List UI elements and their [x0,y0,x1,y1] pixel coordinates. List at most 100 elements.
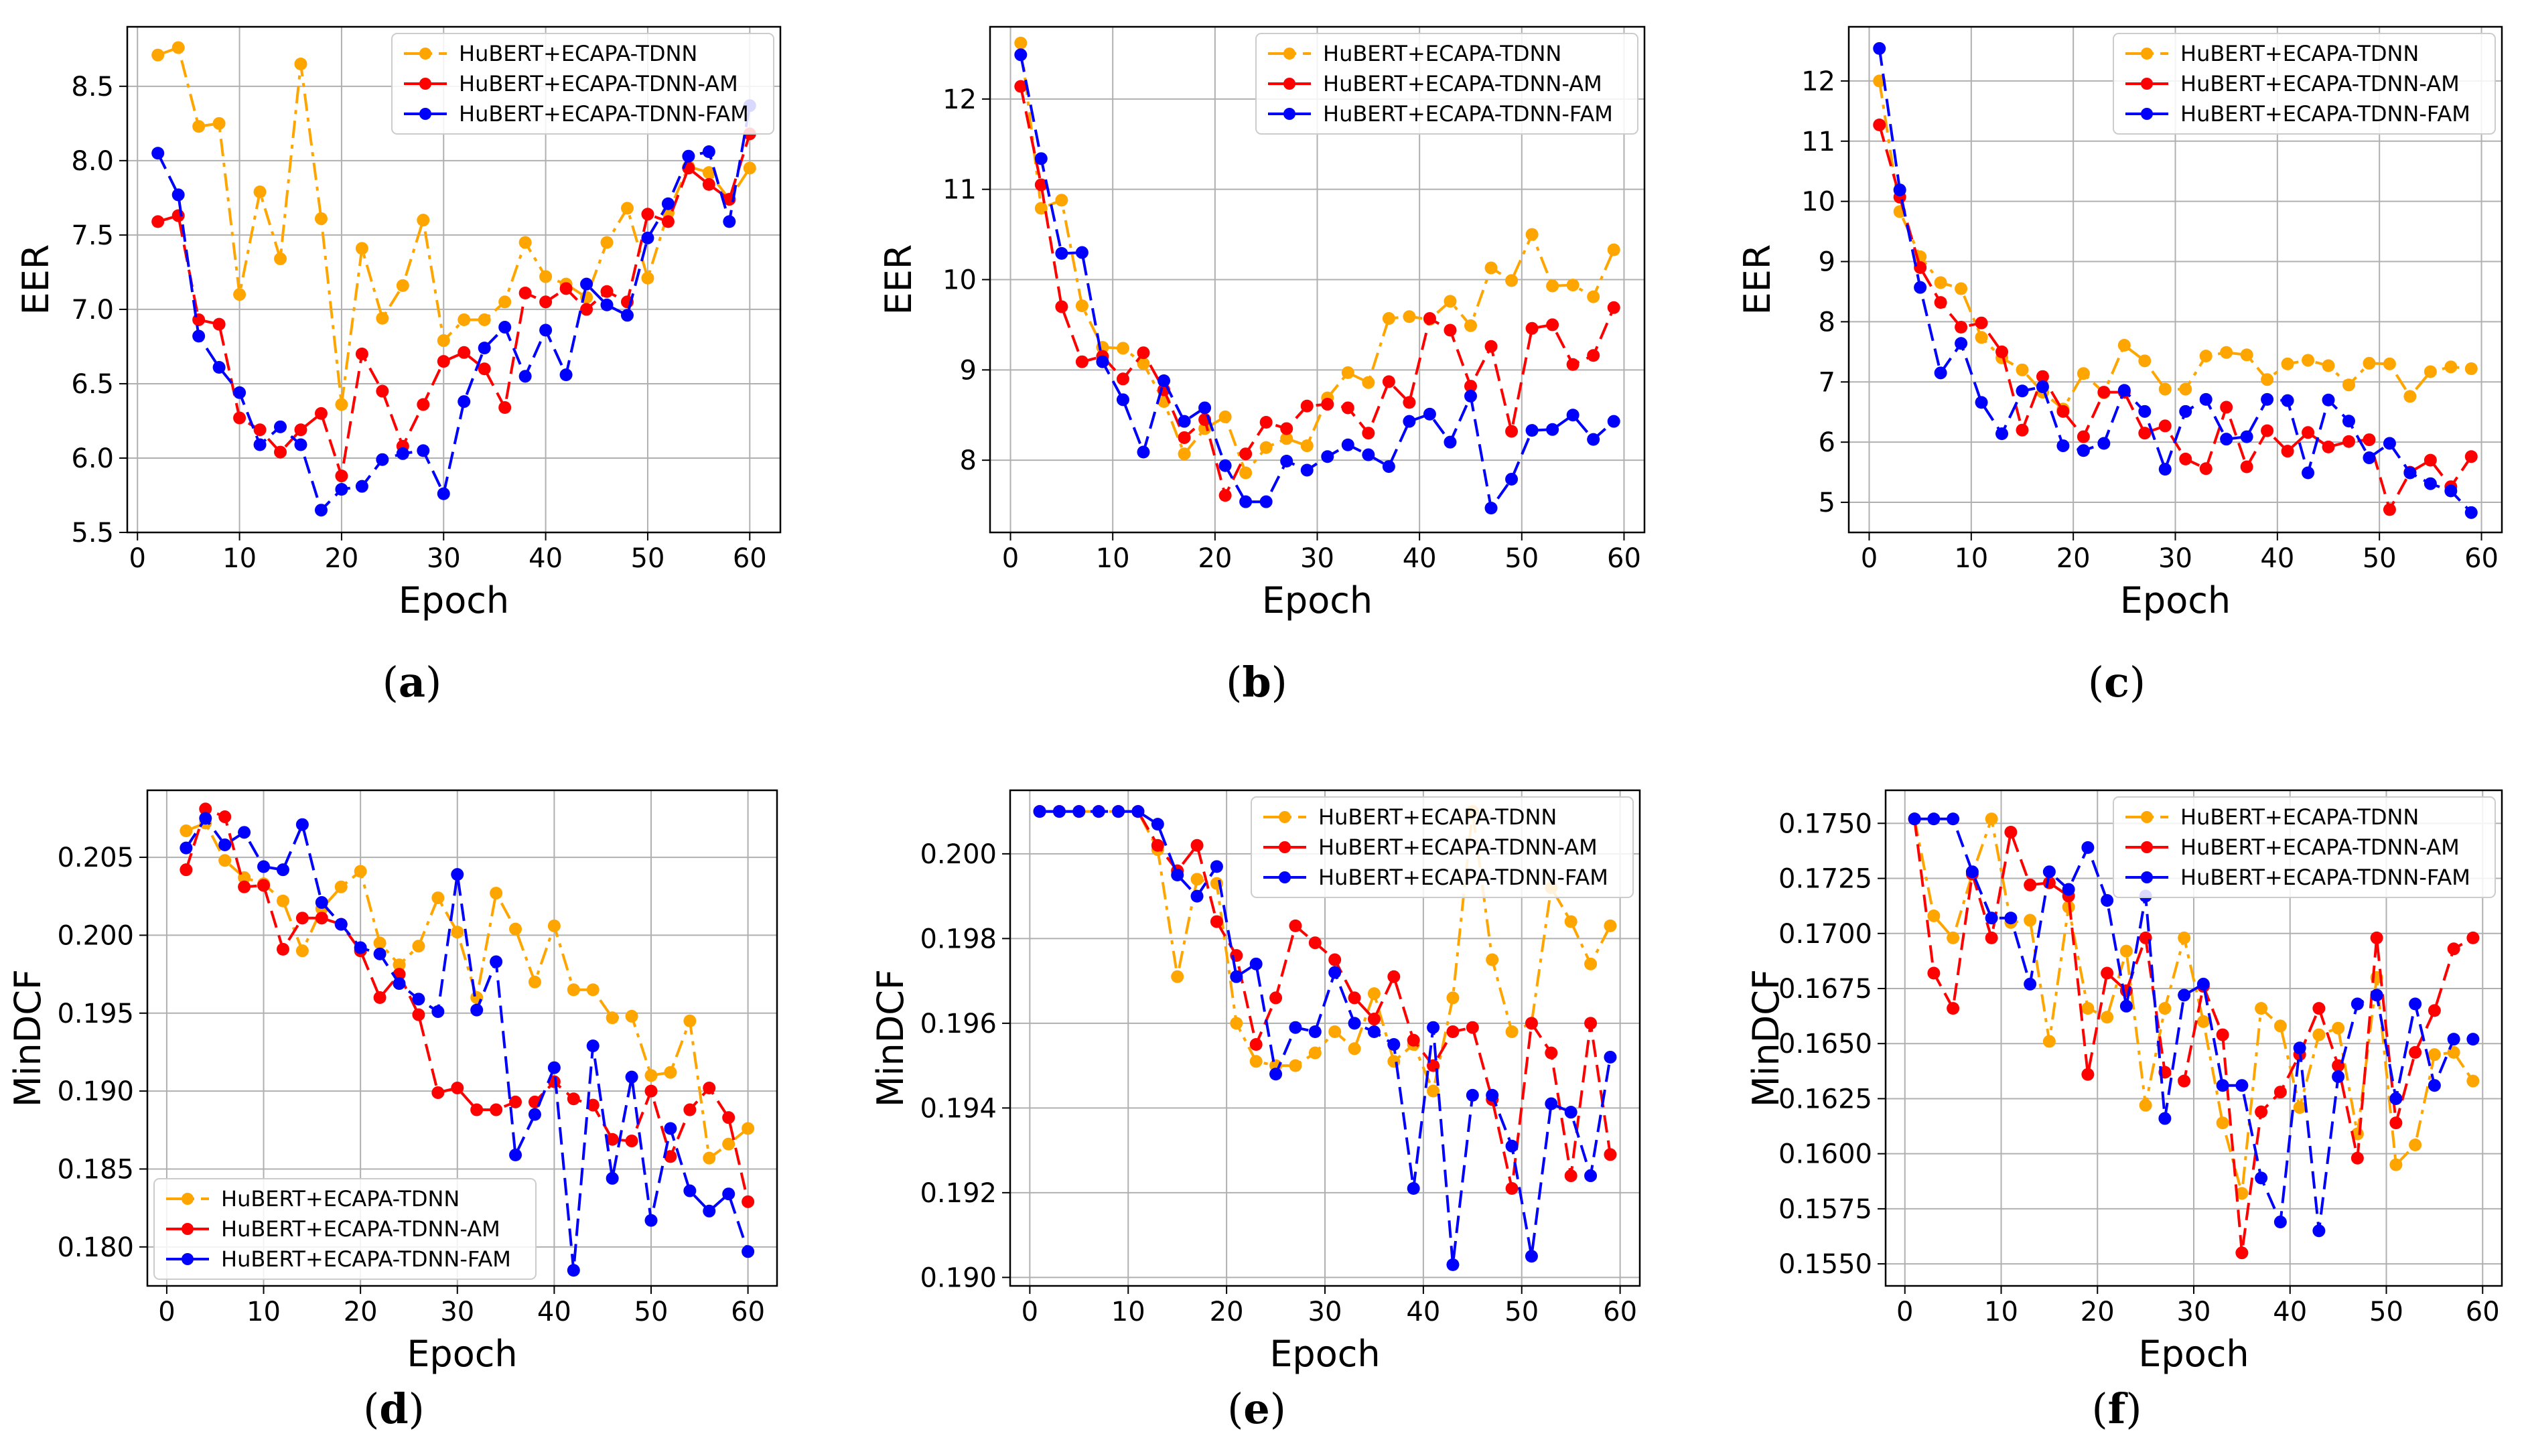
legend-entry-label: HuBERT+ECAPA-TDNN-FAM [1323,101,1613,127]
x-tick-label: 10 [1111,1297,1145,1327]
legend-entry-label: HuBERT+ECAPA-TDNN-AM [2180,71,2460,96]
y-tick-label: 7.5 [71,220,114,251]
data-point [2117,338,2131,352]
x-tick-label: 60 [1603,1297,1637,1327]
data-point [2220,401,2233,414]
data-point [2261,373,2274,386]
data-point [2077,367,2090,380]
data-point [335,398,348,411]
legend-entry-label: HuBERT+ECAPA-TDNN-AM [1318,834,1598,860]
y-tick-label: 0.190 [920,1262,997,1293]
data-point [2370,989,2383,1002]
data-point [2196,1015,2210,1028]
data-point [2312,1002,2326,1015]
data-point [644,1069,658,1082]
x-tick-label: 60 [1607,543,1641,574]
data-point [509,1149,522,1162]
data-point [600,236,614,249]
data-point [1096,355,1109,368]
data-point [625,1009,638,1023]
data-point [2036,370,2049,383]
data-point [2042,1035,2056,1048]
x-tick-label: 10 [247,1297,281,1327]
data-point [180,841,193,855]
data-point [2409,1045,2422,1059]
data-point [2077,430,2090,443]
data-point [238,880,251,893]
y-tick-label: 0.185 [57,1154,134,1185]
x-tick-label: 10 [1096,543,1130,574]
data-point [1300,399,1314,413]
y-axis-label: MinDCF [869,969,912,1107]
panel-letter: a [399,658,425,707]
data-point [2383,503,2396,516]
series-line-3 [1040,810,1612,1265]
data-point [2024,878,2037,891]
y-tick-label: 12 [1801,66,1835,97]
data-point [683,1184,697,1197]
data-point [1525,1017,1538,1030]
data-point [1289,1021,1302,1034]
data-point [451,926,464,939]
data-point [1484,502,1498,515]
x-tick-label: 30 [427,543,461,574]
data-point [1914,281,1927,294]
data-point [1927,909,1941,922]
legend-entry-label: HuBERT+ECAPA-TDNN-FAM [459,101,749,127]
y-tick-label: 0.180 [57,1232,134,1263]
data-point [1505,1182,1519,1195]
legend-entry-label: HuBERT+ECAPA-TDNN [221,1186,460,1212]
data-point [1604,919,1617,932]
data-point [1230,970,1243,983]
data-point [180,863,193,877]
data-point [1927,966,1941,980]
data-point [1055,246,1068,260]
y-tick-label: 0.198 [920,924,997,954]
data-point [276,942,289,956]
data-point [417,444,430,457]
data-point [1975,331,1988,344]
y-axis-label: EER [1736,244,1778,315]
series-line-1 [1913,814,2474,1194]
data-point [2409,997,2422,1011]
data-point [1137,357,1150,370]
data-point [1072,805,1086,818]
data-point [2199,462,2213,476]
panel-caption: (c) [2088,658,2146,707]
panel-letter: d [379,1384,408,1433]
data-point [334,880,348,893]
data-point [2056,439,2070,453]
x-tick-label: 30 [2158,543,2192,574]
legend-entry-label: HuBERT+ECAPA-TDNN [459,41,697,66]
x-tick-label: 50 [631,543,665,574]
data-point [376,453,389,466]
data-point [295,912,309,925]
plot-frame [1009,789,1641,1287]
data-point [1280,454,1293,467]
data-point [1239,495,1253,508]
data-point [1210,915,1223,928]
data-point [1466,1088,1479,1102]
x-tick-label: 50 [634,1297,669,1327]
data-point [1444,435,1457,449]
data-point [2077,444,2090,457]
x-tick-label: 50 [1504,1297,1539,1327]
legend-entry-label: HuBERT+ECAPA-TDNN-FAM [221,1246,511,1272]
data-point [490,1103,503,1116]
data-point [1367,987,1381,1001]
data-point [1484,340,1498,353]
plot-frame [1884,789,2503,1287]
y-tick-label: 5.5 [71,518,114,549]
data-point [2466,1074,2480,1088]
data-point [1908,812,1921,826]
data-point [2117,384,2131,397]
data-point [1300,463,1314,477]
data-point [373,947,387,960]
y-tick-label: 0.196 [920,1009,997,1039]
y-tick-label: 0.190 [57,1076,134,1107]
data-point [1604,1050,1617,1064]
data-point [1116,342,1129,355]
y-tick-label: 6 [1819,427,1835,458]
data-point [2158,1112,2172,1125]
data-point [1423,311,1436,325]
